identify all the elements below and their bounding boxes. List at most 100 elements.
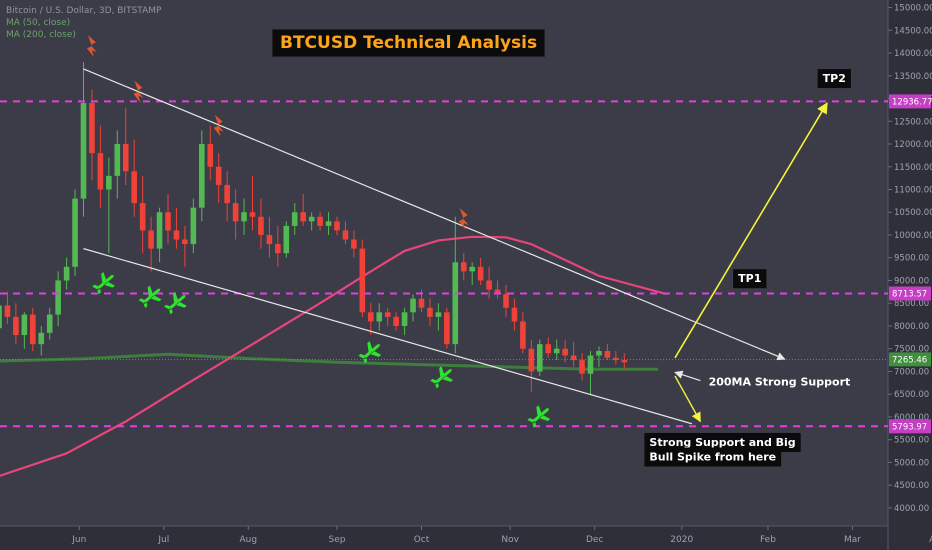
candle-body bbox=[334, 221, 340, 231]
candle bbox=[122, 107, 129, 185]
candle-body bbox=[613, 357, 619, 361]
x-tick-label: Dec bbox=[586, 535, 603, 545]
airplane-shape bbox=[358, 341, 382, 364]
candle-body bbox=[486, 280, 492, 290]
x-tick-label: Mar bbox=[844, 535, 861, 545]
candle bbox=[604, 344, 611, 361]
candle-body bbox=[376, 312, 383, 322]
level-price-label: 5793.97 bbox=[892, 422, 927, 432]
candle-body bbox=[418, 298, 425, 308]
symbol-label[interactable]: Bitcoin / U.S. Dollar, 3D, BITSTAMP bbox=[6, 6, 162, 16]
channel-upper-line bbox=[83, 68, 786, 361]
y-tick-label: 4000.00 bbox=[894, 504, 929, 514]
x-tick-label: Sep bbox=[329, 535, 346, 545]
annotation-box bbox=[644, 447, 782, 467]
level-price-label: 12936.77 bbox=[892, 97, 932, 107]
annotation-box bbox=[644, 432, 801, 452]
y-tick-label: 7500.00 bbox=[894, 345, 929, 355]
support-arrow bbox=[674, 375, 701, 423]
candle bbox=[384, 307, 391, 326]
candle-body bbox=[342, 230, 349, 240]
candle-body bbox=[215, 166, 222, 185]
candle-body bbox=[604, 350, 611, 358]
candle-body bbox=[30, 314, 36, 345]
y-tick-label: 10500.00 bbox=[894, 208, 932, 218]
candle bbox=[570, 341, 577, 367]
annotation-text: Strong Support and Big bbox=[649, 436, 795, 449]
candle bbox=[215, 153, 222, 204]
last-price-label: 7265.46 bbox=[892, 355, 927, 365]
candle bbox=[511, 298, 518, 331]
candle-body bbox=[13, 316, 19, 336]
candle bbox=[182, 225, 188, 267]
annotation-bull-spike-2: Bull Spike from here bbox=[644, 447, 782, 467]
candle bbox=[562, 339, 568, 363]
candle bbox=[587, 350, 594, 395]
y-tick-label: 12500.00 bbox=[894, 117, 932, 127]
candle-body bbox=[106, 175, 112, 190]
candle bbox=[545, 337, 552, 358]
candle bbox=[30, 307, 36, 351]
rocket-icon bbox=[213, 114, 224, 137]
candle bbox=[241, 198, 247, 235]
candle bbox=[173, 207, 180, 249]
annotation-tp1: TP1 bbox=[733, 269, 767, 289]
candle bbox=[393, 312, 399, 331]
candle bbox=[13, 303, 19, 345]
candle-body bbox=[46, 314, 53, 333]
candle-body bbox=[156, 212, 163, 249]
x-tick-label: Oct bbox=[414, 535, 430, 545]
candle-body bbox=[537, 344, 543, 372]
airplane-shape bbox=[163, 292, 187, 315]
rocket-shape bbox=[133, 80, 144, 103]
candle-body bbox=[410, 298, 416, 313]
candle bbox=[334, 216, 340, 235]
airplane-icon bbox=[163, 292, 187, 315]
ma200-legend[interactable]: MA (200, close) bbox=[6, 30, 76, 40]
candle-body bbox=[317, 216, 323, 226]
y-tick-label: 14000.00 bbox=[894, 49, 932, 59]
airplane-shape bbox=[527, 405, 551, 428]
candle bbox=[410, 294, 416, 322]
candle bbox=[207, 125, 214, 181]
candle-body bbox=[249, 212, 256, 217]
candle-body bbox=[384, 312, 391, 317]
y-tick-label: 8500.00 bbox=[894, 299, 929, 309]
candle bbox=[106, 157, 112, 254]
y-tick-label: 13500.00 bbox=[894, 72, 932, 82]
airplane-shape bbox=[430, 366, 453, 389]
x-tick-label: Apr bbox=[929, 535, 932, 545]
candle bbox=[190, 198, 197, 254]
candle-body bbox=[435, 312, 442, 317]
rocket-shape bbox=[86, 35, 97, 58]
annotation-text: TP1 bbox=[738, 272, 761, 285]
candle-body bbox=[469, 266, 475, 272]
channel-lower-line bbox=[83, 248, 693, 425]
candle-body bbox=[283, 225, 290, 254]
candle bbox=[427, 298, 433, 326]
rocket-icon bbox=[86, 35, 97, 58]
candle bbox=[317, 212, 323, 231]
airplane-icon bbox=[527, 405, 551, 428]
x-tick-label: Nov bbox=[501, 535, 519, 545]
price-axis-panel bbox=[888, 0, 932, 550]
candle-body bbox=[165, 212, 171, 231]
candle-body bbox=[562, 348, 568, 356]
candle bbox=[63, 257, 70, 290]
candle bbox=[258, 198, 264, 249]
y-tick-label: 10000.00 bbox=[894, 231, 932, 241]
candle-body bbox=[241, 212, 247, 222]
candle bbox=[80, 62, 87, 217]
ma50-legend[interactable]: MA (50, close) bbox=[6, 18, 71, 28]
candle bbox=[131, 139, 137, 217]
candle bbox=[0, 305, 2, 329]
chart-title: BTCUSD Technical Analysis bbox=[272, 29, 546, 57]
airplane-icon bbox=[138, 285, 162, 308]
candle-body bbox=[114, 144, 121, 176]
candle-body bbox=[511, 307, 518, 322]
candle bbox=[469, 262, 475, 286]
candle-body bbox=[308, 216, 315, 222]
candle bbox=[89, 89, 95, 181]
